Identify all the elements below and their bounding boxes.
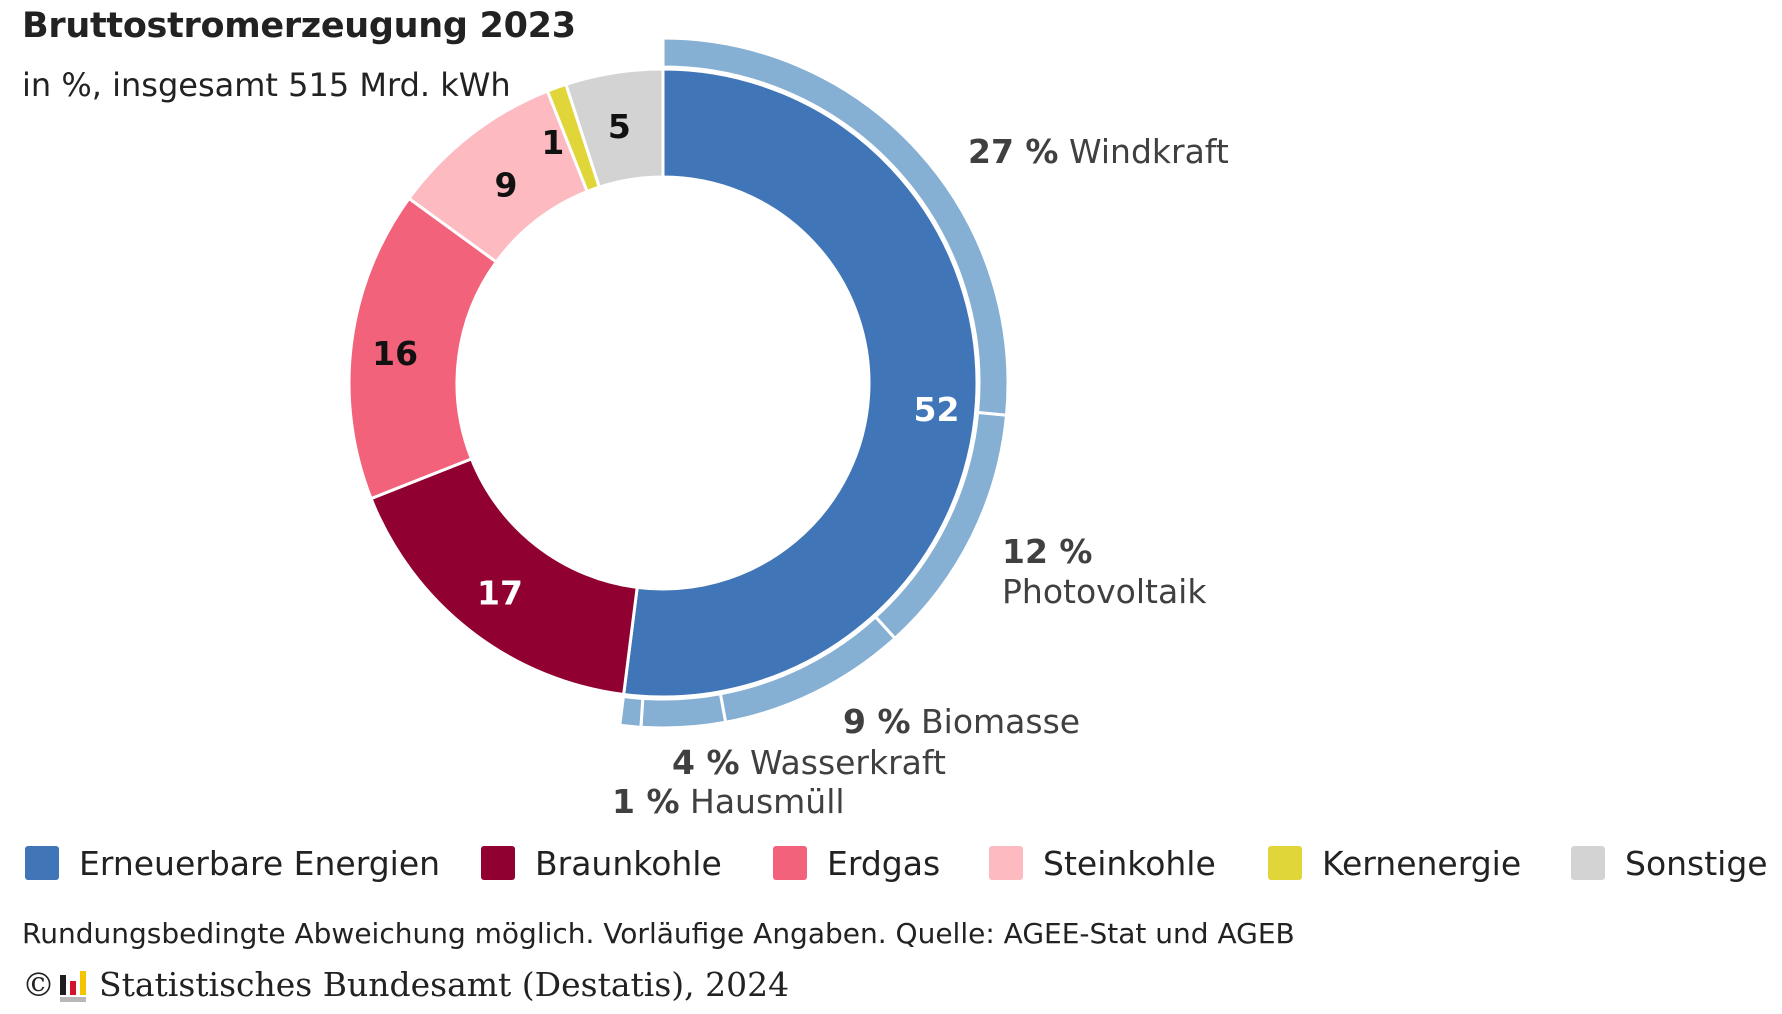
legend-item-sonstige[interactable]: Sonstige — [1571, 838, 1768, 888]
ring-segment-hausmuell[interactable] — [618, 694, 645, 729]
breakdown-ring — [618, 36, 1010, 730]
source-note: Rundungsbedingte Abweichung möglich. Vor… — [22, 917, 1295, 950]
slice-sonstige[interactable] — [564, 67, 665, 189]
chart-subtitle: in %, insgesamt 515 Mrd. kWh — [22, 66, 511, 104]
copyright-icon: © — [22, 965, 55, 1004]
legend-label: Braunkohle — [535, 843, 722, 883]
breakdown-label-biomasse: 9 % Biomasse — [843, 702, 1080, 741]
slice-value-label: 9 — [494, 165, 517, 204]
legend-label: Sonstige — [1625, 843, 1768, 883]
legend: Erneuerbare Energien Braunkohle Erdgas S… — [0, 838, 1782, 888]
breakdown-label-hausmuell: 1 % Hausmüll — [612, 782, 845, 821]
slice-value-label: 17 — [477, 574, 523, 613]
legend-label: Kernenergie — [1322, 843, 1522, 883]
legend-item-erdgas[interactable]: Erdgas — [773, 838, 940, 888]
slice-value-label: 1 — [541, 123, 564, 162]
slice-value-label: 52 — [914, 390, 960, 429]
breakdown-label-photovoltaik: 12 % Photovoltaik — [1002, 532, 1207, 611]
legend-item-steinkohle[interactable]: Steinkohle — [989, 838, 1216, 888]
legend-item-braunkohle[interactable]: Braunkohle — [481, 838, 722, 888]
donut-chart: 52 17 16 91 5 27 % Windkraft 12 % Photovoltaik… — [347, 36, 1229, 821]
legend-swatch — [481, 846, 515, 880]
chart-title: Bruttostromerzeugung 2023 — [22, 6, 576, 46]
legend-swatch — [25, 846, 59, 880]
legend-label: Steinkohle — [1043, 843, 1216, 883]
slice-labels: 52 17 16 91 5 — [372, 107, 959, 613]
legend-label: Erneuerbare Energien — [79, 843, 441, 883]
credit-text: Statistisches Bundesamt (Destatis), 2024 — [99, 965, 790, 1004]
legend-swatch — [773, 846, 807, 880]
legend-swatch — [989, 846, 1023, 880]
legend-swatch — [1268, 846, 1302, 880]
legend-item-erneuerbare[interactable]: Erneuerbare Energien — [25, 838, 440, 888]
breakdown-labels: 27 % Windkraft 12 % Photovoltaik 9 % Biomas… — [612, 132, 1229, 821]
ring-segment-wasserkraft[interactable] — [639, 692, 728, 730]
slice-value-label: 16 — [372, 334, 418, 373]
slice-erneuerbare-energien[interactable] — [621, 67, 979, 699]
legend-item-kernenergie[interactable]: Kernenergie — [1268, 838, 1521, 888]
slice-value-label: 5 — [608, 107, 631, 146]
destatis-logo-icon — [59, 968, 89, 1002]
copyright-credit: © Statistisches Bundesamt (Destatis), 20… — [22, 965, 789, 1004]
legend-swatch — [1571, 846, 1605, 880]
legend-label: Erdgas — [827, 843, 941, 883]
breakdown-label-wasserkraft: 4 % Wasserkraft — [672, 743, 946, 782]
breakdown-label-windkraft: 27 % Windkraft — [968, 132, 1229, 171]
donut-slices — [347, 67, 979, 699]
